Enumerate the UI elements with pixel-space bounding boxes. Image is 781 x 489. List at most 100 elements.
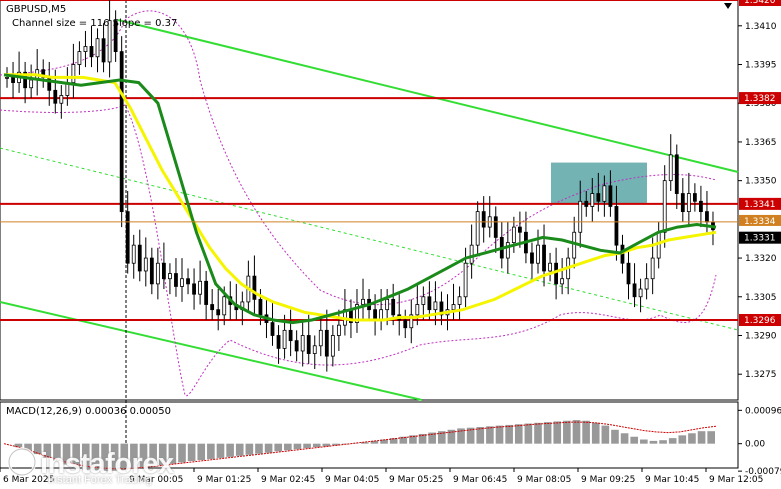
channel-lower-line	[0, 301, 423, 401]
candle-body	[113, 20, 118, 53]
ma-green-line	[3, 73, 717, 325]
candle-body	[536, 244, 540, 264]
candle-body	[511, 226, 516, 243]
candle-body	[668, 154, 673, 182]
candle-body	[602, 185, 607, 202]
candle-body	[258, 298, 263, 316]
candle-body	[222, 296, 227, 316]
instaforex-logo	[7, 447, 37, 477]
macd-y-axis-ticks: 0.00096 0.00 -0.00079	[738, 406, 781, 477]
candle-body	[204, 280, 209, 305]
y-tick-label: 1.3365	[745, 138, 777, 148]
candle-body	[216, 309, 221, 316]
chart-subtitle: Channel size = 116 Slope = 0.37	[12, 18, 177, 29]
candle-body	[89, 46, 94, 58]
candle-body	[433, 301, 438, 311]
candle-body	[294, 340, 299, 352]
level-tag-label: 1.3382	[744, 94, 776, 104]
candle-body	[415, 304, 420, 316]
level-tag-bg	[739, 92, 781, 105]
level-tag-label: 1.3341	[744, 200, 776, 210]
candle-body	[674, 154, 679, 194]
chart-title: GBPUSD,M5	[6, 4, 66, 15]
candle-body	[542, 244, 546, 272]
candle-body	[155, 262, 160, 285]
x-tick-label: 9 Mar 09:25	[581, 475, 635, 485]
candle-body	[83, 46, 88, 53]
candle-body	[560, 278, 565, 285]
y-axis-ticks: 1.3410 1.3395 1.3380 1.3365 1.3350 1.3320 1.33…	[738, 22, 777, 380]
candle-body	[355, 304, 359, 323]
chart-shift-icon[interactable]	[724, 3, 732, 9]
candle-body	[656, 231, 661, 259]
candle-body	[614, 206, 619, 246]
candle-body	[53, 89, 58, 104]
candle-body	[409, 314, 414, 329]
candle-body	[505, 242, 510, 259]
ma-yellow-line	[4, 73, 717, 322]
candle-body	[650, 257, 655, 280]
candle-body	[554, 262, 559, 285]
ask-tag-bg	[739, 214, 781, 226]
candle-body	[5, 77, 9, 79]
candle-body	[252, 275, 257, 300]
candle-body	[119, 51, 124, 213]
candle-body	[632, 283, 637, 298]
candle-body	[174, 273, 178, 287]
candle-body	[572, 231, 577, 259]
candle-body	[686, 193, 691, 213]
candle-body	[451, 304, 456, 311]
candle-body	[95, 38, 100, 58]
candle-body	[101, 38, 106, 63]
macd-y-tick-label: -0.00079	[745, 467, 781, 477]
candle-body	[379, 309, 384, 321]
level-tag-bg	[739, 0, 781, 6]
x-tick-label: 6 Mar 2025	[3, 475, 54, 485]
candle-body	[137, 244, 142, 272]
candle-body	[276, 335, 281, 349]
x-tick-label: 9 Mar 00:05	[129, 475, 183, 485]
candle-body	[662, 180, 667, 233]
candle-body	[161, 262, 166, 280]
candle-body	[469, 244, 474, 264]
candle-body	[427, 296, 432, 311]
envelope-upper	[0, 10, 717, 306]
y-tick-label: 1.3320	[745, 254, 777, 264]
y-tick-label: 1.3380	[745, 99, 777, 109]
candle-body	[149, 257, 154, 285]
y-tick-label: 1.3350	[745, 177, 777, 187]
y-tick-label: 1.3275	[745, 370, 777, 380]
x-tick-label: 9 Mar 05:25	[389, 475, 443, 485]
candle-body	[23, 71, 28, 89]
candle-body	[385, 298, 390, 311]
y-tick-label: 1.3290	[745, 331, 777, 341]
macd-y-tick-label: 0.00	[745, 440, 765, 450]
x-tick-label: 9 Mar 04:05	[325, 475, 379, 485]
candle-body	[596, 193, 601, 202]
candle-body	[644, 278, 649, 290]
level-tag-bg	[739, 314, 781, 326]
x-tick-label: 9 Mar 12:05	[709, 475, 763, 485]
logo-wordmark: instaforex	[40, 448, 174, 480]
candle-body	[626, 262, 631, 285]
candle-body	[692, 193, 697, 202]
candle-body	[288, 329, 293, 342]
level-tag-label: 1.3296	[744, 316, 776, 326]
candle-body	[77, 51, 82, 65]
candle-body	[705, 211, 709, 223]
candle-body	[131, 244, 136, 264]
candle-body	[29, 79, 34, 89]
logo-tagline: Instant Forex Trading	[48, 474, 152, 486]
candle-body	[699, 200, 703, 213]
y-tick-label: 1.3395	[745, 61, 777, 71]
channel-upper-line	[117, 19, 739, 173]
candle-body	[312, 345, 317, 354]
candle-body	[463, 262, 468, 298]
candle-body	[300, 335, 305, 352]
candle-body	[330, 335, 335, 357]
candle-body	[125, 211, 130, 264]
x-tick-label: 9 Mar 10:45	[645, 475, 699, 485]
candle-body	[324, 329, 329, 357]
level-tag-label: 1.3420	[744, 0, 776, 6]
